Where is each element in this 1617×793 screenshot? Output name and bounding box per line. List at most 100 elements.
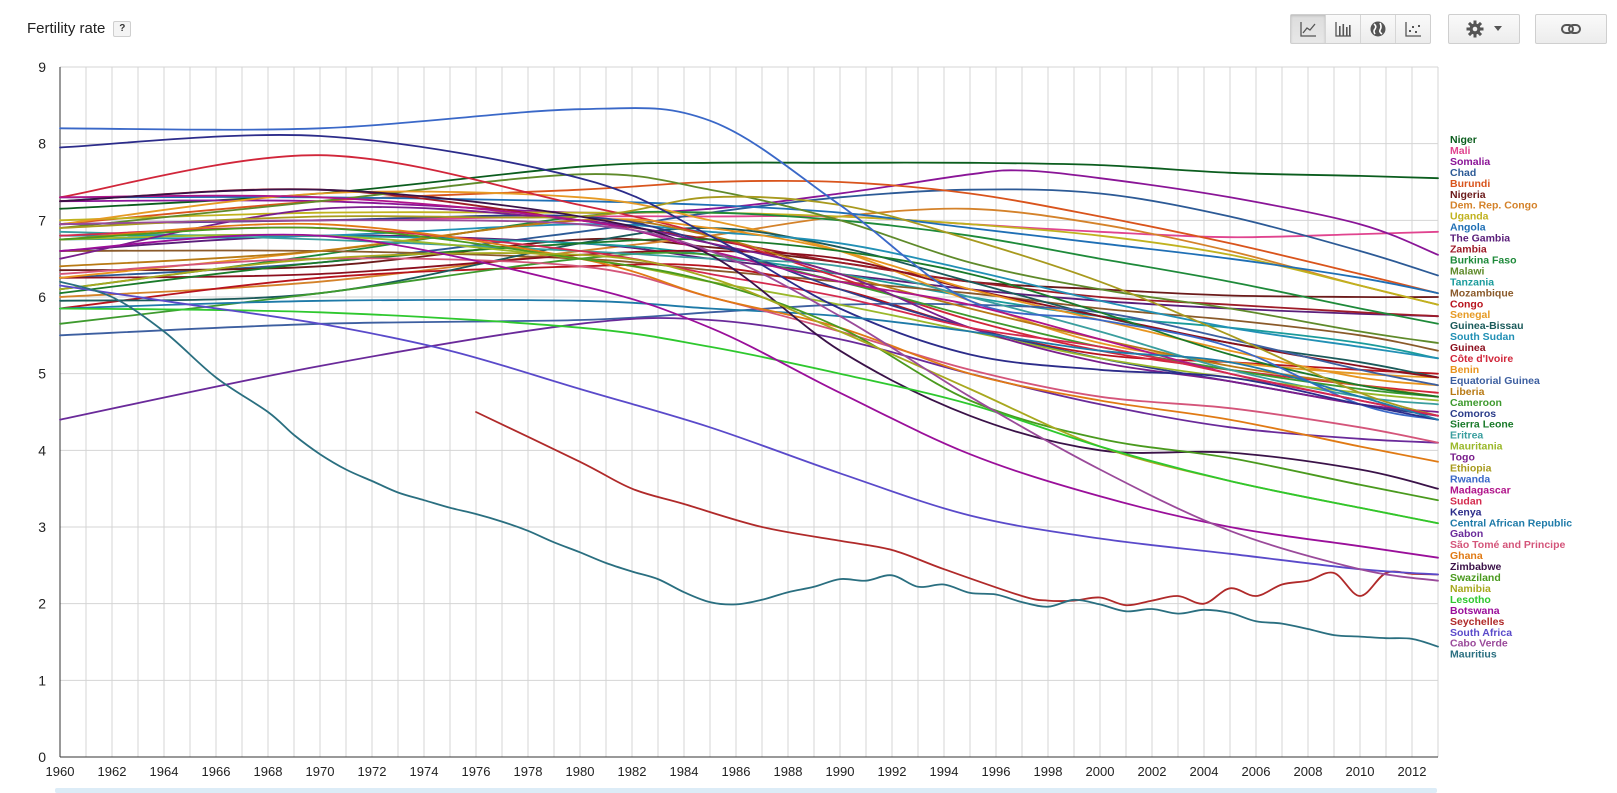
- legend-item-seychelles[interactable]: Seychelles: [1450, 616, 1504, 628]
- legend-item-cabo-verde[interactable]: Cabo Verde: [1450, 638, 1508, 650]
- bar-chart-button[interactable]: [1326, 15, 1361, 43]
- legend-item-south-africa[interactable]: South Africa: [1450, 627, 1512, 639]
- line-chart-button[interactable]: [1291, 15, 1326, 43]
- y-tick-label: 4: [38, 442, 46, 458]
- x-tick-label: 1970: [306, 764, 335, 779]
- legend-item-lesotho[interactable]: Lesotho: [1450, 594, 1491, 606]
- y-tick-label: 1: [38, 672, 46, 688]
- x-tick-label: 2002: [1138, 764, 1167, 779]
- legend-item-niger[interactable]: Niger: [1450, 134, 1477, 146]
- legend-item-benin[interactable]: Benin: [1450, 364, 1479, 376]
- series-line-lesotho[interactable]: [59, 307, 1439, 525]
- series-line-swaziland[interactable]: [59, 226, 1439, 502]
- x-tick-label: 1986: [722, 764, 751, 779]
- x-tick-label: 1974: [410, 764, 439, 779]
- legend-item-rwanda[interactable]: Rwanda: [1450, 473, 1490, 485]
- series-line-seychelles[interactable]: [475, 411, 1439, 607]
- help-button[interactable]: ?: [113, 20, 132, 37]
- legend-item-namibia[interactable]: Namibia: [1450, 583, 1491, 595]
- legend-item-mozambique[interactable]: Mozambique: [1450, 287, 1514, 299]
- legend-item-uganda[interactable]: Uganda: [1450, 211, 1489, 223]
- legend-item-zambia[interactable]: Zambia: [1450, 244, 1487, 256]
- legend-item-cameroon[interactable]: Cameroon: [1450, 397, 1502, 409]
- legend-item-ghana[interactable]: Ghana: [1450, 550, 1483, 562]
- bar-chart-icon: [1335, 22, 1351, 37]
- share-link-button[interactable]: [1535, 14, 1607, 44]
- series-line-guinea[interactable]: [59, 249, 1439, 379]
- series-line-togo[interactable]: [59, 206, 1439, 413]
- y-tick-label: 7: [38, 212, 46, 228]
- legend-item-congo[interactable]: Congo: [1450, 298, 1483, 310]
- legend-item-senegal[interactable]: Senegal: [1450, 309, 1490, 321]
- legend-item-mauritius[interactable]: Mauritius: [1450, 649, 1497, 661]
- scatter-chart-button[interactable]: [1396, 15, 1430, 43]
- x-tick-label: 1978: [514, 764, 543, 779]
- series-line-zimbabwe[interactable]: [59, 188, 1439, 490]
- settings-dropdown[interactable]: [1448, 14, 1520, 44]
- legend-item-botswana[interactable]: Botswana: [1450, 605, 1500, 617]
- gear-icon: [1466, 20, 1484, 38]
- legend-item-madagascar[interactable]: Madagascar: [1450, 484, 1511, 496]
- legend-item-somalia[interactable]: Somalia: [1450, 156, 1490, 168]
- x-tick-label: 1976: [462, 764, 491, 779]
- legend-item-equatorial-guinea[interactable]: Equatorial Guinea: [1450, 375, 1540, 387]
- series-line-uganda[interactable]: [59, 211, 1439, 306]
- y-tick-label: 5: [38, 366, 46, 382]
- legend-item-nigeria[interactable]: Nigeria: [1450, 189, 1486, 201]
- series-line-eritrea[interactable]: [59, 230, 1439, 406]
- series-line-south-africa[interactable]: [59, 284, 1439, 576]
- legend-item-ethiopia[interactable]: Ethiopia: [1450, 463, 1492, 475]
- series-line-south-sudan[interactable]: [59, 223, 1439, 360]
- series-line-central-african-republic[interactable]: [59, 299, 1439, 421]
- globe-icon: [1370, 21, 1386, 37]
- legend-item-eritrea[interactable]: Eritrea: [1450, 430, 1483, 442]
- legend-item-dem-rep-congo[interactable]: Dem. Rep. Congo: [1450, 200, 1538, 212]
- x-tick-label: 1962: [98, 764, 127, 779]
- legend-item-guinea[interactable]: Guinea: [1450, 342, 1486, 354]
- legend-item-sierra-leone[interactable]: Sierra Leone: [1450, 419, 1514, 431]
- legend-item-cote-d-ivoire[interactable]: Côte d'Ivoire: [1450, 353, 1513, 365]
- legend-item-zimbabwe[interactable]: Zimbabwe: [1450, 561, 1502, 573]
- legend-item-swaziland[interactable]: Swaziland: [1450, 572, 1501, 584]
- series-line-gabon[interactable]: [59, 317, 1439, 444]
- legend-item-mali[interactable]: Mali: [1450, 145, 1471, 157]
- series-line-cabo-verde[interactable]: [59, 219, 1439, 582]
- series-line-malawi[interactable]: [59, 173, 1439, 344]
- legend-item-liberia[interactable]: Liberia: [1450, 386, 1485, 398]
- legend-item-sudan[interactable]: Sudan: [1450, 495, 1482, 507]
- map-button[interactable]: [1361, 15, 1396, 43]
- legend-item-burundi[interactable]: Burundi: [1450, 178, 1490, 190]
- legend-item-tanzania[interactable]: Tanzania: [1450, 276, 1494, 288]
- legend-item-gabon[interactable]: Gabon: [1450, 528, 1483, 540]
- x-tick-label: 2000: [1086, 764, 1115, 779]
- legend-item-comoros[interactable]: Comoros: [1450, 408, 1496, 420]
- legend-item-chad[interactable]: Chad: [1450, 167, 1476, 179]
- x-tick-label: 1984: [670, 764, 699, 779]
- x-tick-label: 1988: [774, 764, 803, 779]
- x-tick-label: 1972: [358, 764, 387, 779]
- series-line-sierra-leone[interactable]: [59, 238, 1439, 398]
- x-tick-label: 2010: [1346, 764, 1375, 779]
- legend-item-guinea-bissau[interactable]: Guinea-Bissau: [1450, 320, 1524, 332]
- legend-item-the-gambia[interactable]: The Gambia: [1450, 233, 1510, 245]
- x-tick-label: 1966: [202, 764, 231, 779]
- x-tick-label: 2006: [1242, 764, 1271, 779]
- series-line-senegal[interactable]: [59, 190, 1439, 379]
- legend-item-togo[interactable]: Togo: [1450, 452, 1475, 464]
- legend-item-malawi[interactable]: Malawi: [1450, 265, 1485, 277]
- x-tick-label: 1992: [878, 764, 907, 779]
- legend-item-mauritania[interactable]: Mauritania: [1450, 441, 1503, 453]
- legend-item-angola[interactable]: Angola: [1450, 222, 1486, 234]
- legend-item-burkina-faso[interactable]: Burkina Faso: [1450, 254, 1517, 266]
- series-line-niger[interactable]: [59, 161, 1439, 210]
- horizontal-scrollbar[interactable]: [55, 788, 1437, 793]
- series-line-botswana[interactable]: [59, 233, 1439, 559]
- series-line-somalia[interactable]: [59, 169, 1439, 256]
- series-line-rwanda[interactable]: [59, 107, 1439, 421]
- legend-item-sao-tome-and-principe[interactable]: São Tomé and Principe: [1450, 539, 1565, 551]
- legend-item-central-african-republic[interactable]: Central African Republic: [1450, 517, 1572, 529]
- series-line-mauritius[interactable]: [59, 280, 1439, 648]
- legend-item-kenya[interactable]: Kenya: [1450, 506, 1482, 518]
- series-line-kenya[interactable]: [59, 134, 1439, 421]
- legend-item-south-sudan[interactable]: South Sudan: [1450, 331, 1515, 343]
